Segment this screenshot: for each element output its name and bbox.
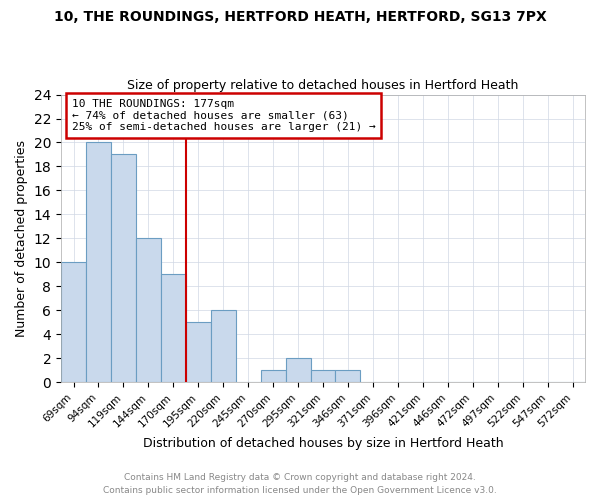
Bar: [286, 358, 311, 382]
X-axis label: Distribution of detached houses by size in Hertford Heath: Distribution of detached houses by size …: [143, 437, 503, 450]
Text: Contains HM Land Registry data © Crown copyright and database right 2024.
Contai: Contains HM Land Registry data © Crown c…: [103, 474, 497, 495]
Bar: [335, 370, 361, 382]
Bar: [161, 274, 186, 382]
Bar: [211, 310, 236, 382]
Bar: [136, 238, 161, 382]
Bar: [111, 154, 136, 382]
Title: Size of property relative to detached houses in Hertford Heath: Size of property relative to detached ho…: [127, 79, 519, 92]
Bar: [186, 322, 211, 382]
Text: 10 THE ROUNDINGS: 177sqm
← 74% of detached houses are smaller (63)
25% of semi-d: 10 THE ROUNDINGS: 177sqm ← 74% of detach…: [71, 99, 375, 132]
Bar: [260, 370, 286, 382]
Bar: [61, 262, 86, 382]
Bar: [311, 370, 335, 382]
Bar: [86, 142, 111, 382]
Y-axis label: Number of detached properties: Number of detached properties: [15, 140, 28, 337]
Text: 10, THE ROUNDINGS, HERTFORD HEATH, HERTFORD, SG13 7PX: 10, THE ROUNDINGS, HERTFORD HEATH, HERTF…: [53, 10, 547, 24]
